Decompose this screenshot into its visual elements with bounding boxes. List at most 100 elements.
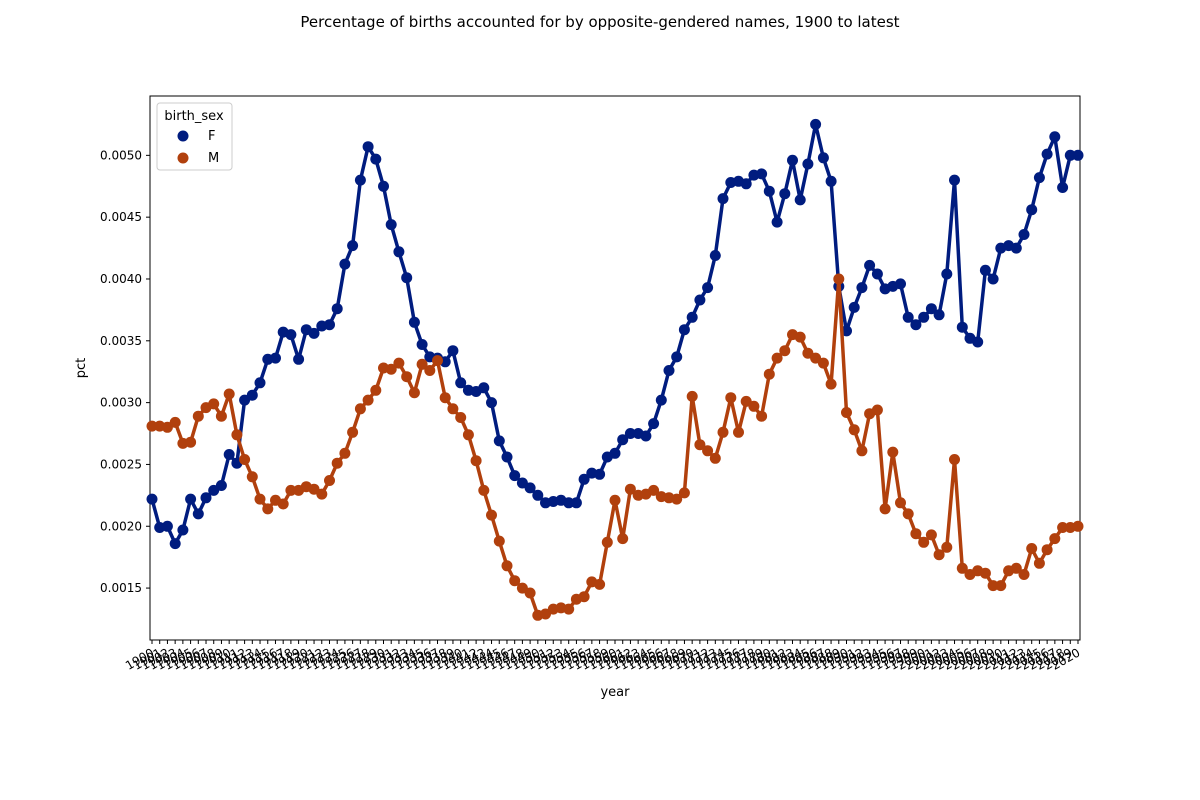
- data-point: [331, 303, 343, 315]
- data-point: [192, 410, 204, 422]
- legend-frame: [156, 102, 233, 171]
- data-point: [902, 508, 914, 520]
- data-point: [424, 365, 436, 376]
- data-point: [979, 264, 991, 276]
- data-point: [671, 351, 683, 363]
- data-point: [478, 484, 490, 496]
- data-point: [694, 294, 706, 306]
- data-point: [956, 321, 968, 333]
- data-point: [208, 398, 220, 410]
- data-point: [1018, 229, 1030, 240]
- data-point: [841, 325, 852, 337]
- data-point: [740, 178, 752, 190]
- data-point: [324, 475, 335, 486]
- data-point: [717, 426, 729, 438]
- legend-marker-f: [177, 130, 189, 142]
- data-point: [354, 174, 366, 186]
- data-point: [918, 536, 930, 548]
- data-point: [1010, 242, 1022, 254]
- data-point: [640, 430, 652, 442]
- data-point: [918, 311, 930, 323]
- data-point: [1018, 569, 1030, 580]
- data-point: [354, 403, 366, 415]
- data-point: [486, 509, 497, 521]
- data-point: [362, 394, 374, 406]
- data-point: [177, 524, 189, 536]
- data-point: [385, 363, 397, 375]
- data-point: [871, 404, 883, 416]
- data-point: [594, 578, 606, 590]
- data-point: [462, 429, 474, 441]
- data-point: [895, 278, 906, 290]
- y-tick-label: 0.0035: [100, 334, 142, 348]
- data-point: [987, 580, 999, 592]
- data-point: [324, 319, 335, 331]
- data-point: [856, 282, 868, 294]
- data-point: [887, 446, 899, 458]
- data-point: [756, 168, 768, 180]
- data-point: [501, 451, 513, 463]
- data-point: [609, 447, 621, 459]
- data-point: [617, 434, 629, 446]
- data-point: [470, 455, 482, 467]
- data-point: [702, 445, 714, 457]
- data-point: [524, 482, 536, 494]
- y-axis: 0.0015 0.0020 0.0025 0.0030 0.0035 0.0040 0.00…: [100, 148, 150, 595]
- data-point: [146, 420, 158, 432]
- data-point: [161, 520, 173, 532]
- data-point: [509, 470, 521, 482]
- data-point: [486, 397, 497, 409]
- chart-title: Percentage of births accounted for by op…: [300, 13, 899, 31]
- data-point: [941, 268, 953, 280]
- data-point: [215, 480, 227, 491]
- series-m: [146, 273, 1084, 621]
- data-point: [169, 416, 181, 428]
- data-point: [270, 352, 281, 364]
- x-axis: 1900190119021903190419051906190719081909…: [123, 640, 1083, 673]
- data-point: [493, 435, 505, 447]
- data-point: [370, 153, 382, 165]
- legend-label-f: F: [208, 129, 215, 144]
- data-point: [709, 250, 721, 261]
- data-point: [378, 180, 389, 192]
- data-point: [1072, 149, 1084, 161]
- data-point: [1049, 533, 1061, 545]
- data-point: [246, 471, 258, 483]
- data-point: [370, 384, 382, 396]
- legend-marker-m: [177, 152, 189, 164]
- data-point: [702, 282, 714, 294]
- data-point: [285, 484, 297, 496]
- data-point: [1072, 520, 1084, 532]
- series-f: [146, 118, 1084, 550]
- data-point: [146, 493, 158, 505]
- data-point: [717, 193, 729, 205]
- data-point: [748, 400, 760, 412]
- data-point: [262, 503, 274, 515]
- data-point: [1057, 182, 1069, 193]
- data-point: [578, 473, 590, 485]
- data-point: [246, 389, 258, 401]
- data-point: [185, 493, 197, 505]
- data-point: [879, 503, 891, 515]
- data-point: [817, 152, 829, 164]
- data-point: [223, 449, 235, 460]
- data-point: [447, 345, 459, 357]
- data-point: [1033, 172, 1045, 184]
- data-point: [524, 587, 536, 599]
- data-point: [794, 194, 806, 206]
- data-point: [239, 454, 251, 465]
- y-tick-label: 0.0050: [100, 148, 142, 162]
- data-point: [624, 428, 636, 439]
- data-point: [856, 445, 868, 457]
- data-point: [401, 371, 413, 383]
- data-point: [231, 429, 243, 441]
- data-point: [933, 309, 945, 321]
- data-point: [501, 560, 513, 572]
- data-point: [725, 392, 737, 404]
- data-point: [570, 497, 582, 509]
- data-point: [401, 272, 413, 284]
- data-point: [617, 533, 629, 545]
- data-point: [663, 365, 675, 376]
- data-point: [771, 216, 783, 228]
